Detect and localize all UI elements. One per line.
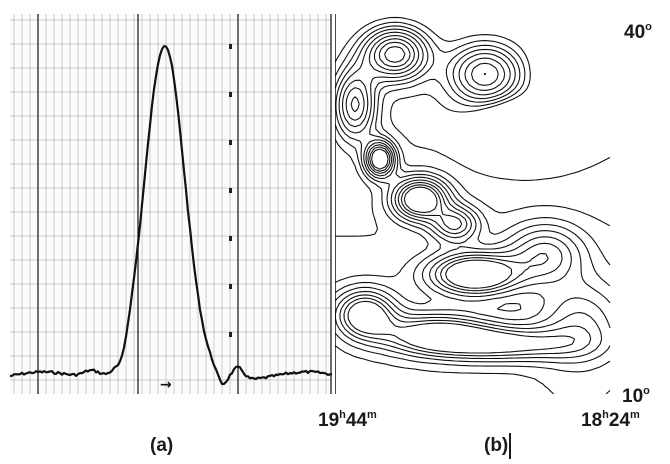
- contour-line: [335, 28, 611, 394]
- caption-b: (b): [484, 435, 509, 456]
- signal-trace: [10, 45, 332, 386]
- contour-line: [335, 25, 611, 283]
- grid-minor: [10, 14, 332, 394]
- scale-tick: [229, 284, 232, 289]
- grid-major: [37, 14, 332, 394]
- contour-map-panel: [335, 14, 613, 394]
- contour-line: [343, 41, 592, 357]
- contour-lines: [335, 16, 611, 394]
- chart-paper: [10, 14, 332, 394]
- right-ascension-right-label: 18h24m: [581, 409, 640, 431]
- declination-top-label: 40o: [624, 21, 652, 43]
- contour-line: [335, 34, 611, 364]
- contour-line: [335, 21, 611, 237]
- strip-chart-panel: →: [10, 14, 332, 394]
- arrow-icon: →: [160, 377, 172, 393]
- scale-tick: [229, 332, 232, 337]
- contour-line: [339, 38, 603, 360]
- scale-tick: [229, 92, 232, 97]
- scale-tick: [229, 188, 232, 193]
- contour-line: [347, 46, 576, 354]
- scale-tick: [229, 140, 232, 145]
- right-ascension-left-label: 19h44m: [318, 409, 377, 431]
- scale-marks: [229, 44, 232, 337]
- text-cursor: [509, 433, 511, 459]
- contour-line: [335, 31, 611, 373]
- declination-bottom-label: 10o: [622, 385, 650, 407]
- caption-a: (a): [150, 435, 174, 456]
- scale-tick: [229, 44, 232, 49]
- scale-tick: [229, 236, 232, 241]
- contour-line: [335, 16, 611, 181]
